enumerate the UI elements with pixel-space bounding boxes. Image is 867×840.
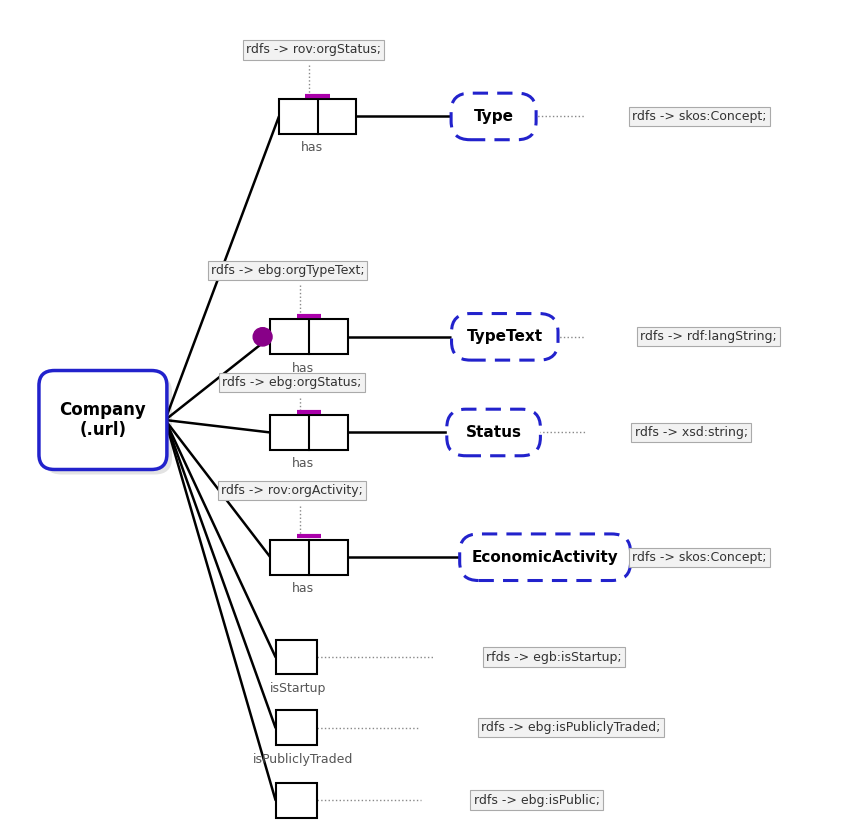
Text: isPubliclyTraded: isPubliclyTraded	[253, 753, 354, 766]
Text: TypeText: TypeText	[466, 329, 543, 344]
Bar	[271, 415, 348, 450]
FancyBboxPatch shape	[447, 409, 540, 456]
FancyBboxPatch shape	[451, 93, 536, 139]
FancyBboxPatch shape	[460, 534, 630, 580]
Text: has: has	[300, 141, 323, 155]
Text: has: has	[292, 458, 314, 470]
Bar	[276, 783, 316, 817]
Text: rdfs -> ebg:isPubliclyTraded;: rdfs -> ebg:isPubliclyTraded;	[481, 722, 661, 734]
Bar	[271, 540, 348, 575]
Text: EconomicActivity: EconomicActivity	[472, 549, 618, 564]
Text: rdfs -> rov:orgActivity;: rdfs -> rov:orgActivity;	[221, 484, 362, 497]
Bar	[279, 99, 356, 134]
FancyBboxPatch shape	[44, 375, 172, 475]
Text: Status: Status	[466, 425, 522, 440]
Text: isStartup: isStartup	[271, 682, 327, 695]
Text: Type: Type	[473, 109, 513, 124]
Circle shape	[253, 328, 272, 346]
Text: rdfs -> ebg:orgStatus;: rdfs -> ebg:orgStatus;	[222, 376, 362, 389]
Bar	[276, 711, 316, 745]
Bar	[271, 319, 348, 354]
Text: rdfs -> skos:Concept;: rdfs -> skos:Concept;	[632, 551, 767, 564]
FancyBboxPatch shape	[39, 370, 166, 470]
Text: rdfs -> ebg:isPublic;: rdfs -> ebg:isPublic;	[473, 794, 600, 806]
Text: has: has	[292, 362, 314, 375]
FancyBboxPatch shape	[452, 313, 558, 360]
Bar	[276, 639, 316, 675]
Text: rdfs -> skos:Concept;: rdfs -> skos:Concept;	[632, 110, 767, 123]
Text: has: has	[292, 582, 314, 596]
Text: rdfs -> rov:orgStatus;: rdfs -> rov:orgStatus;	[245, 44, 381, 56]
Text: Company
(.url): Company (.url)	[60, 401, 147, 439]
Text: rfds -> egb:isStartup;: rfds -> egb:isStartup;	[486, 650, 622, 664]
Text: rdfs -> rdf:langString;: rdfs -> rdf:langString;	[640, 330, 777, 344]
Text: rdfs -> ebg:orgTypeText;: rdfs -> ebg:orgTypeText;	[211, 264, 364, 277]
Text: rdfs -> xsd:string;: rdfs -> xsd:string;	[635, 426, 747, 439]
